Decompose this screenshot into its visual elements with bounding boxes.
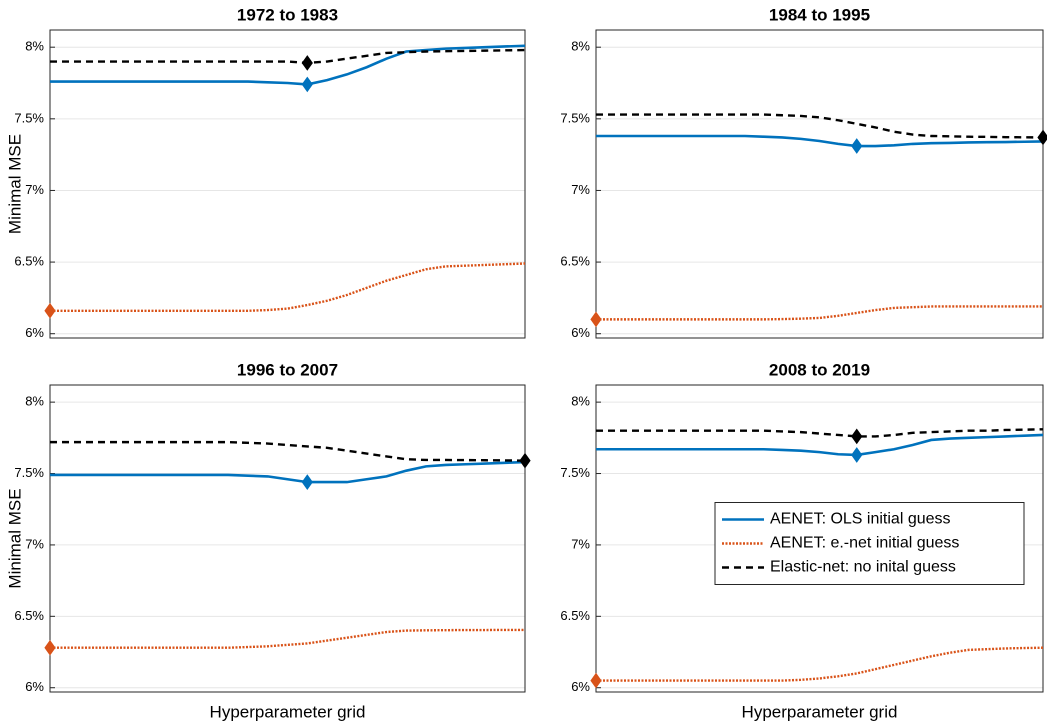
minimum-marker [301, 55, 313, 71]
legend-label: Elastic-net: no inital guess [770, 559, 956, 576]
minimum-marker [1037, 129, 1047, 146]
y-tick-label: 6.5% [14, 608, 44, 623]
plot-frame [49, 384, 526, 693]
minimum-marker [44, 639, 56, 656]
x-axis-label: Hyperparameter grid [742, 702, 898, 721]
y-tick-label: 8% [25, 39, 44, 54]
plot-frame [595, 384, 1044, 693]
y-tick-label: 6.5% [14, 254, 44, 269]
panel-title: 2008 to 2019 [769, 360, 870, 379]
y-tick-label: 6% [25, 679, 44, 694]
y-tick-label: 6.5% [560, 608, 590, 623]
plot-frame [49, 29, 526, 339]
series-line [50, 262, 526, 312]
y-tick-label: 7.5% [560, 110, 590, 125]
y-tick-label: 6.5% [560, 254, 590, 269]
series-line [596, 428, 1044, 438]
minimum-marker [851, 428, 863, 445]
minimum-marker [301, 76, 313, 93]
series-line [50, 460, 526, 484]
series-line [50, 628, 525, 649]
y-tick-label: 6% [571, 325, 590, 340]
y-axis-label: Minimal MSE [5, 488, 24, 588]
x-axis-label: Hyperparameter grid [210, 702, 366, 721]
panel-title: 1984 to 1995 [769, 5, 870, 24]
y-tick-label: 8% [571, 39, 590, 54]
legend-box [714, 502, 1025, 585]
series-line [596, 113, 1044, 139]
series-line [50, 440, 526, 462]
series-line [596, 305, 1043, 321]
y-tick-label: 7% [571, 536, 590, 551]
plot-frame [595, 29, 1044, 339]
minimum-marker [301, 474, 313, 490]
y-tick-label: 7% [25, 536, 44, 551]
minimum-marker [851, 447, 863, 463]
series-line [596, 646, 1044, 682]
series-line [50, 48, 526, 65]
panel-title: 1972 to 1983 [237, 5, 338, 24]
y-tick-label: 7% [571, 182, 590, 197]
series-line [596, 433, 1044, 457]
series-line [596, 134, 1044, 148]
y-tick-label: 8% [25, 394, 44, 409]
panel-title: 1996 to 2007 [237, 360, 338, 379]
minimum-marker [590, 311, 602, 328]
y-tick-label: 7.5% [14, 110, 44, 125]
series-line [50, 44, 526, 86]
y-tick-label: 7% [25, 182, 44, 197]
minimum-marker [590, 672, 602, 689]
y-tick-label: 6% [571, 679, 590, 694]
y-tick-label: 6% [25, 325, 44, 340]
y-axis-label: Minimal MSE [5, 134, 24, 234]
legend-label: AENET: e.-net initial guess [770, 535, 959, 552]
y-tick-label: 7.5% [14, 465, 44, 480]
y-tick-label: 8% [571, 394, 590, 409]
legend-label: AENET: OLS initial guess [770, 511, 951, 528]
minimum-marker [519, 452, 531, 469]
minimum-marker [44, 302, 56, 319]
minimum-marker [851, 138, 863, 154]
y-tick-label: 7.5% [560, 465, 590, 480]
